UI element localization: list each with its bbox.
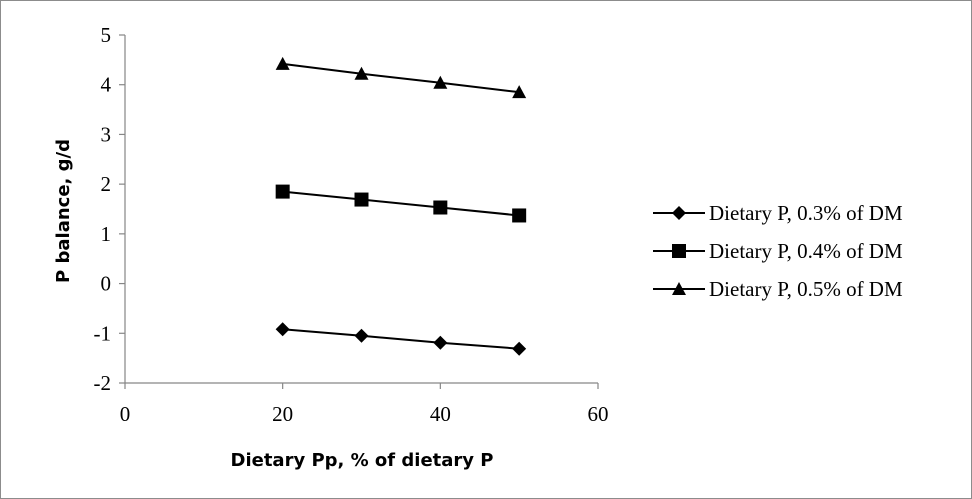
data-point-square bbox=[275, 184, 290, 199]
legend-marker-diamond bbox=[672, 206, 686, 220]
series-line bbox=[282, 190, 520, 217]
legend-marker-square bbox=[672, 244, 686, 258]
data-point-square bbox=[512, 208, 527, 223]
series-layer bbox=[275, 56, 527, 356]
data-point-square bbox=[354, 192, 369, 207]
legend: Dietary P, 0.3% of DM Dietary P, 0.4% of … bbox=[653, 201, 903, 301]
y-tick-label: 4 bbox=[101, 73, 112, 97]
x-axis-ticks: 0 20 40 60 bbox=[120, 383, 609, 426]
data-point-triangle bbox=[512, 85, 527, 99]
x-tick-label: 40 bbox=[430, 402, 451, 426]
y-tick-label: -1 bbox=[94, 321, 112, 345]
legend-label: Dietary P, 0.5% of DM bbox=[709, 277, 903, 301]
y-axis-ticks: 5 4 3 2 1 0 -1 -2 bbox=[94, 23, 125, 395]
legend-label: Dietary P, 0.3% of DM bbox=[709, 201, 903, 225]
y-tick-label: 1 bbox=[101, 222, 112, 246]
x-tick-label: 60 bbox=[588, 402, 609, 426]
y-tick-label: 2 bbox=[101, 172, 112, 196]
x-axis-title: Dietary Pp, % of dietary P bbox=[231, 450, 494, 471]
data-point-triangle bbox=[354, 66, 369, 80]
x-tick-label: 20 bbox=[272, 402, 293, 426]
data-point-diamond bbox=[433, 335, 448, 350]
data-point-diamond bbox=[275, 322, 290, 337]
series-line bbox=[282, 62, 520, 94]
series-square bbox=[275, 184, 527, 223]
data-point-diamond bbox=[354, 328, 369, 343]
y-tick-label: 0 bbox=[101, 272, 112, 296]
axes bbox=[124, 35, 598, 384]
y-tick-label: 3 bbox=[101, 122, 112, 146]
legend-item: Dietary P, 0.3% of DM bbox=[653, 201, 903, 225]
legend-item: Dietary P, 0.4% of DM bbox=[653, 239, 903, 263]
data-point-diamond bbox=[512, 341, 527, 356]
y-axis-title: P balance, g/d bbox=[53, 139, 74, 283]
data-point-square bbox=[433, 200, 448, 215]
series-diamond bbox=[275, 322, 527, 356]
legend-label: Dietary P, 0.4% of DM bbox=[709, 239, 903, 263]
y-tick-label: 5 bbox=[101, 23, 112, 47]
x-tick-label: 0 bbox=[120, 402, 131, 426]
legend-item: Dietary P, 0.5% of DM bbox=[653, 277, 903, 301]
series-line bbox=[282, 328, 520, 350]
legend-marker-triangle bbox=[672, 282, 686, 295]
data-point-triangle bbox=[275, 56, 290, 70]
series-triangle bbox=[275, 56, 527, 99]
data-point-triangle bbox=[433, 75, 448, 89]
y-tick-label: -2 bbox=[94, 371, 112, 395]
